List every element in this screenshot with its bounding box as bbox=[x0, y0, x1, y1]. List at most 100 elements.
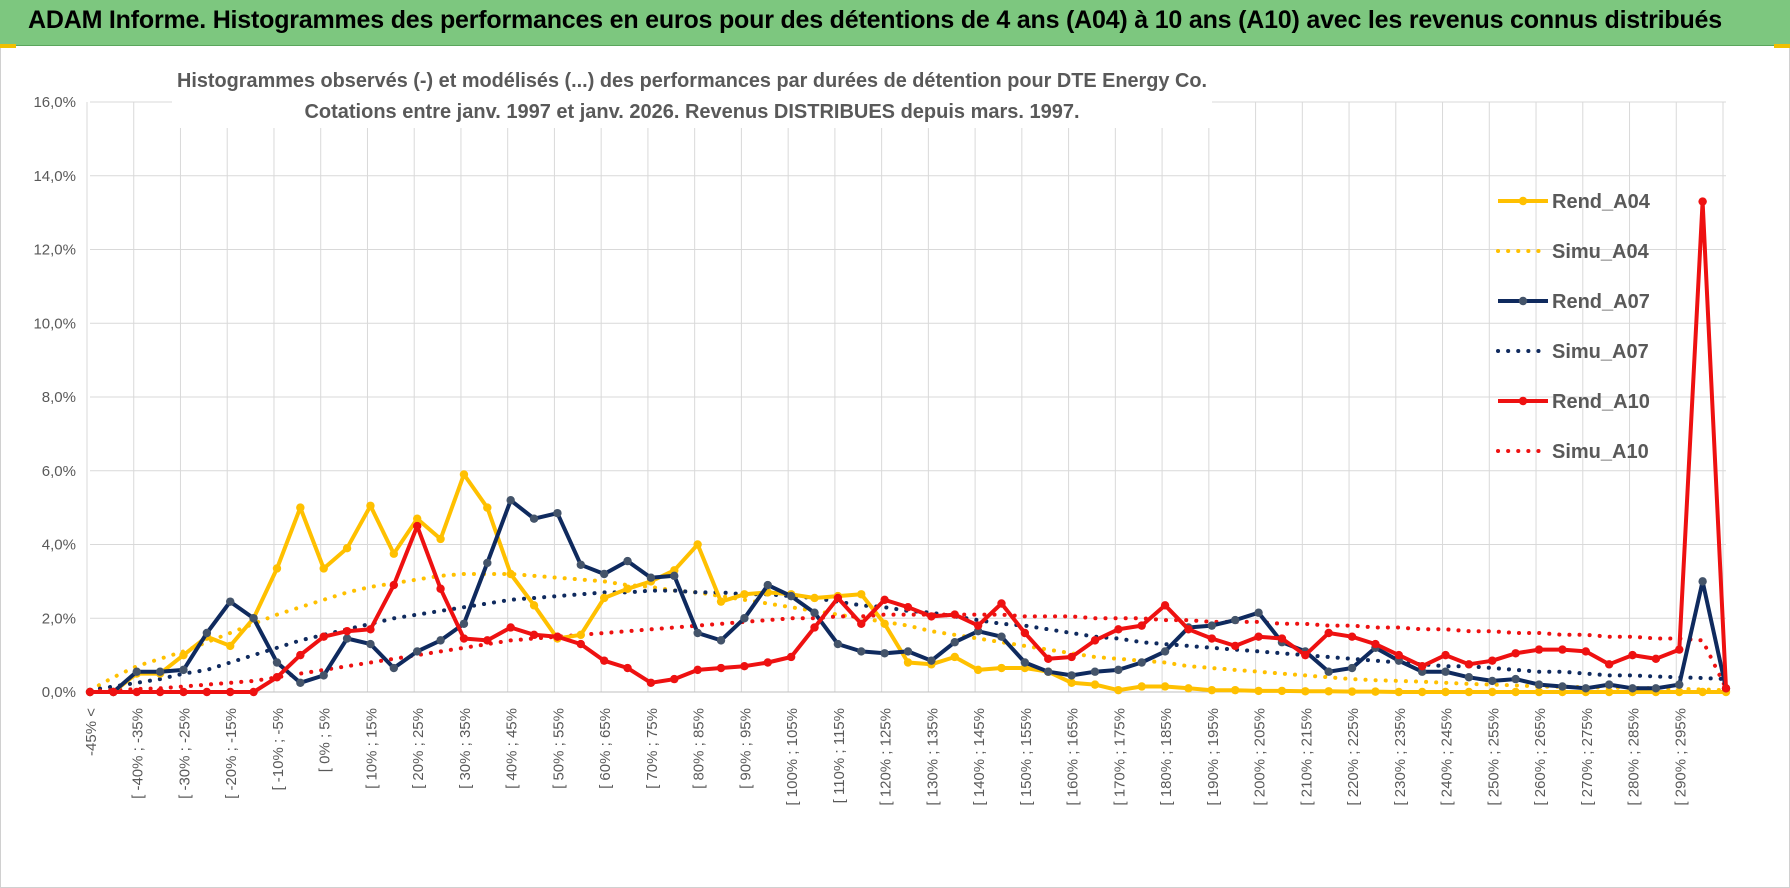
data-point bbox=[319, 564, 328, 573]
x-tick-label: -45% < bbox=[83, 708, 100, 756]
x-tick-label: [ 170% ; 175% bbox=[1111, 708, 1128, 806]
data-point bbox=[109, 687, 118, 697]
data-point bbox=[1067, 678, 1076, 687]
legend-marker bbox=[1518, 396, 1528, 406]
data-point bbox=[319, 632, 328, 641]
x-tick-label: [ 240% ; 245% bbox=[1439, 708, 1456, 806]
data-point bbox=[226, 597, 235, 606]
data-point bbox=[740, 614, 749, 623]
data-point bbox=[1394, 687, 1404, 697]
data-point bbox=[1137, 682, 1146, 691]
data-point bbox=[810, 608, 819, 617]
x-tick-label: [ 60% ; 65% bbox=[597, 708, 614, 789]
data-point bbox=[1324, 667, 1333, 676]
data-point bbox=[1114, 625, 1123, 634]
data-point bbox=[1207, 621, 1217, 630]
corner-mark-left bbox=[0, 44, 16, 48]
data-point bbox=[249, 687, 258, 697]
data-point bbox=[1020, 658, 1030, 667]
data-point bbox=[1581, 647, 1590, 656]
data-point bbox=[1254, 608, 1263, 617]
data-point bbox=[1090, 680, 1100, 689]
data-point bbox=[342, 626, 352, 636]
data-point bbox=[1651, 654, 1661, 664]
data-point bbox=[389, 580, 399, 590]
data-point bbox=[646, 678, 656, 687]
data-point bbox=[1417, 661, 1427, 671]
data-point bbox=[272, 658, 282, 667]
data-point bbox=[1160, 601, 1170, 610]
data-point bbox=[576, 639, 585, 649]
data-point bbox=[880, 649, 889, 658]
y-tick-label: 0,0% bbox=[42, 684, 76, 701]
data-point bbox=[553, 508, 562, 518]
data-point bbox=[1581, 684, 1590, 693]
data-point bbox=[1675, 687, 1684, 697]
data-point bbox=[459, 470, 469, 479]
data-point bbox=[1067, 671, 1076, 680]
data-point bbox=[623, 556, 632, 566]
data-point bbox=[1628, 684, 1637, 693]
data-point bbox=[599, 656, 609, 665]
data-point bbox=[272, 564, 282, 573]
data-point bbox=[1464, 660, 1474, 669]
data-point bbox=[1347, 632, 1357, 641]
data-point bbox=[833, 639, 843, 649]
x-tick-label: [ 10% ; 15% bbox=[363, 708, 380, 789]
data-point bbox=[1441, 650, 1450, 660]
data-point bbox=[436, 584, 445, 593]
data-point bbox=[646, 573, 656, 582]
data-point bbox=[857, 647, 866, 656]
data-point bbox=[1488, 656, 1497, 665]
data-point bbox=[1604, 660, 1614, 669]
y-tick-label: 2,0% bbox=[42, 610, 76, 627]
x-tick-label: [ 220% ; 225% bbox=[1345, 708, 1362, 806]
legend-item-Simu_A04: Simu_A04 bbox=[1496, 241, 1650, 263]
data-point bbox=[1277, 634, 1287, 643]
data-point bbox=[880, 619, 889, 628]
series-Rend_A10 bbox=[85, 197, 1731, 697]
x-tick-label: [ 40% ; 45% bbox=[504, 708, 521, 789]
x-tick-label: [ 90% ; 95% bbox=[737, 708, 754, 789]
legend-label: Simu_A07 bbox=[1552, 341, 1649, 363]
y-tick-label: 16,0% bbox=[33, 94, 76, 111]
data-point bbox=[903, 647, 913, 656]
data-point bbox=[413, 647, 422, 656]
data-point bbox=[903, 602, 913, 612]
legend-label: Rend_A04 bbox=[1552, 191, 1651, 213]
data-point bbox=[1441, 667, 1450, 676]
data-point bbox=[903, 658, 913, 667]
data-point bbox=[1044, 654, 1053, 664]
data-point bbox=[1675, 680, 1684, 689]
data-point bbox=[693, 540, 702, 549]
x-tick-label: [ 110% ; 115% bbox=[831, 708, 848, 803]
data-point bbox=[226, 641, 235, 651]
data-point bbox=[599, 569, 609, 579]
data-point bbox=[623, 584, 632, 593]
data-point bbox=[880, 595, 889, 605]
x-tick-label: [ 250% ; 255% bbox=[1485, 708, 1502, 806]
data-point bbox=[155, 667, 165, 676]
data-point bbox=[226, 687, 235, 697]
legend-item-Rend_A10: Rend_A10 bbox=[1498, 391, 1650, 413]
data-point bbox=[389, 663, 399, 673]
data-point bbox=[1184, 684, 1193, 693]
data-point bbox=[1604, 680, 1614, 689]
chart-subtitle: Cotations entre janv. 1997 et janv. 2026… bbox=[304, 101, 1079, 123]
data-point bbox=[506, 569, 515, 579]
data-point bbox=[436, 534, 445, 544]
data-point bbox=[973, 621, 983, 630]
x-tick-label: [ 230% ; 235% bbox=[1392, 708, 1409, 806]
x-tick-label: [ 130% ; 135% bbox=[924, 708, 941, 806]
data-point bbox=[506, 623, 515, 632]
data-point bbox=[1020, 628, 1030, 638]
x-tick-label: [ 160% ; 165% bbox=[1065, 708, 1082, 806]
legend-label: Simu_A04 bbox=[1552, 241, 1650, 263]
data-point bbox=[366, 639, 375, 649]
page-title: ADAM Informe. Histogrammes des performan… bbox=[28, 6, 1722, 34]
data-point bbox=[506, 496, 515, 505]
legend-label: Rend_A07 bbox=[1552, 291, 1650, 313]
data-point bbox=[1301, 650, 1310, 660]
data-point bbox=[132, 667, 141, 676]
data-point bbox=[1394, 650, 1404, 660]
